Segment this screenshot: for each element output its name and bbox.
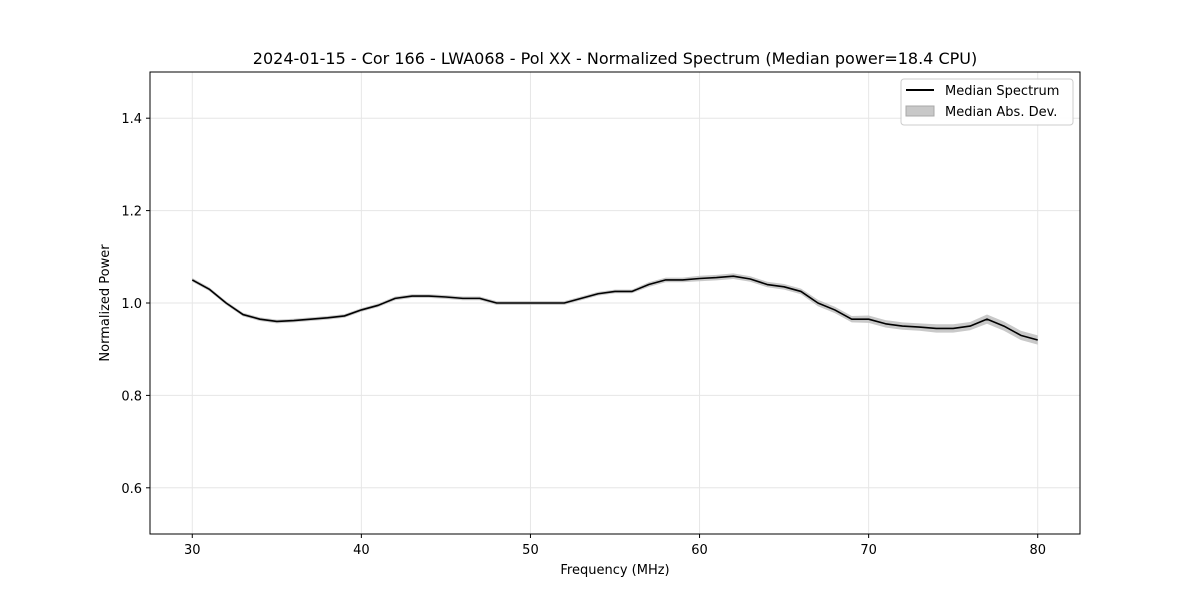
y-axis-label: Normalized Power <box>98 244 113 362</box>
mad-band-layer <box>192 273 1038 345</box>
median-spectrum-line <box>191 275 1038 341</box>
y-tick-label: 1.2 <box>121 205 142 220</box>
y-tick-label: 0.8 <box>121 389 142 404</box>
y-tick-label: 0.6 <box>121 482 142 497</box>
x-axis-ticks: 30 40 50 60 70 80 <box>184 534 1046 558</box>
y-tick-label: 1.4 <box>121 112 142 127</box>
x-tick-label: 30 <box>184 543 201 558</box>
x-tick-label: 80 <box>1029 543 1046 558</box>
x-tick-label: 60 <box>691 543 708 558</box>
mad-band <box>192 273 1038 345</box>
legend-label-median-spectrum: Median Spectrum <box>945 84 1059 99</box>
spectrum-line-layer <box>191 275 1038 341</box>
chart-title: 2024-01-15 - Cor 166 - LWA068 - Pol XX -… <box>253 49 977 68</box>
x-tick-label: 70 <box>860 543 877 558</box>
legend-box <box>900 78 1074 126</box>
legend: Median Spectrum Median Abs. Dev. <box>900 78 1074 126</box>
x-tick-label: 50 <box>522 543 539 558</box>
x-tick-label: 40 <box>353 543 370 558</box>
x-axis-label: Frequency (MHz) <box>560 563 669 578</box>
legend-label-median-abs-dev: Median Abs. Dev. <box>945 105 1057 120</box>
y-axis-ticks: 0.6 0.8 1.0 1.2 1.4 <box>121 112 150 497</box>
legend-band-swatch <box>905 105 935 117</box>
y-tick-label: 1.0 <box>121 297 142 312</box>
